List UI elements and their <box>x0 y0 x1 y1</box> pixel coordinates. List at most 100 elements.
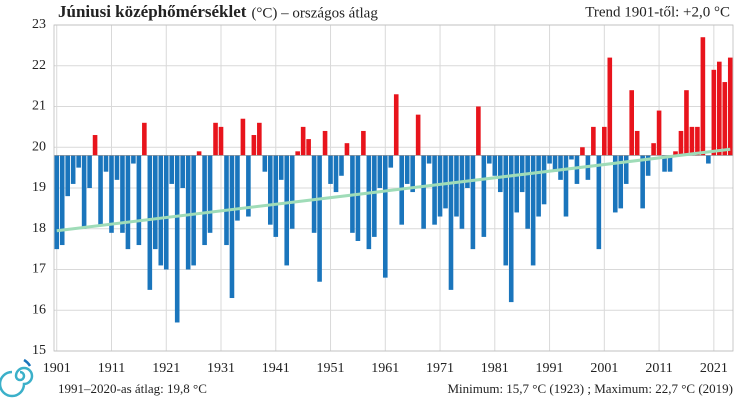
bar <box>645 155 651 176</box>
bar <box>125 155 131 250</box>
x-tick-label: 2011 <box>645 361 672 376</box>
plot-frame <box>53 24 734 352</box>
bar <box>476 106 481 156</box>
bar <box>607 57 613 156</box>
bar <box>251 135 257 156</box>
bar <box>547 155 552 164</box>
bar <box>372 155 377 237</box>
bar <box>404 155 410 184</box>
bar <box>300 126 306 156</box>
y-tick-label: 17 <box>32 262 46 277</box>
bar <box>481 155 487 237</box>
bar <box>202 155 207 246</box>
bar <box>278 155 284 180</box>
bar <box>382 155 388 278</box>
bar <box>706 155 711 164</box>
y-tick-label: 16 <box>32 302 46 317</box>
bar <box>388 155 394 168</box>
x-tick-label: 1931 <box>207 361 235 376</box>
bar <box>722 82 728 156</box>
bar <box>147 155 153 290</box>
bar <box>552 155 558 172</box>
x-tick-label: 2021 <box>700 361 728 376</box>
bar <box>541 155 547 205</box>
bar <box>470 155 476 250</box>
bar <box>432 155 437 225</box>
bar <box>525 155 530 229</box>
bar <box>355 155 361 241</box>
bar <box>109 155 114 233</box>
bar <box>163 155 169 270</box>
bar <box>262 155 268 172</box>
bar <box>136 155 142 246</box>
bar <box>333 155 339 193</box>
footer-extremes: Minimum: 15,7 °C (1923) ; Maximum: 22,7 … <box>447 381 733 396</box>
bar <box>415 114 421 156</box>
x-tick-label: 1911 <box>98 361 125 376</box>
trend-line <box>56 147 731 233</box>
bar <box>311 155 317 233</box>
bar <box>207 155 213 233</box>
bar <box>563 155 569 217</box>
x-tick-label: 1991 <box>536 361 564 376</box>
bar <box>426 155 432 164</box>
x-tick-label: 1981 <box>481 361 509 376</box>
bar <box>322 130 328 156</box>
bar <box>574 155 580 184</box>
bar <box>377 155 383 188</box>
y-tick-label: 15 <box>32 343 46 358</box>
bar <box>596 155 602 250</box>
bar <box>361 130 366 156</box>
bar <box>437 155 443 217</box>
bar <box>459 155 465 229</box>
bar <box>634 130 640 156</box>
bar <box>612 155 618 213</box>
bar <box>240 118 246 156</box>
bar <box>656 110 662 156</box>
y-tick-label: 19 <box>32 180 46 195</box>
bar <box>448 155 454 290</box>
bar <box>492 155 498 176</box>
bar <box>196 151 202 156</box>
bar <box>98 155 103 225</box>
chart-subtitle: (°C) – országos átlag <box>251 5 378 21</box>
bar <box>114 155 120 180</box>
bar <box>120 155 125 233</box>
bar <box>410 155 415 193</box>
bar <box>306 139 311 156</box>
bar <box>678 130 684 156</box>
bar <box>684 90 689 156</box>
bar <box>180 155 185 188</box>
bar <box>158 155 164 266</box>
bar <box>667 155 673 172</box>
bar <box>503 155 509 266</box>
x-tick-label: 1961 <box>371 361 399 376</box>
bar <box>508 155 514 303</box>
bar <box>267 155 273 225</box>
bar <box>169 155 175 184</box>
bar <box>70 155 76 184</box>
logo <box>0 358 34 398</box>
bar <box>673 151 678 156</box>
bar <box>229 155 235 299</box>
bar <box>421 155 426 229</box>
bar <box>497 155 503 193</box>
bar <box>185 155 191 270</box>
bar <box>257 122 262 156</box>
bar <box>246 155 251 217</box>
bar <box>640 155 645 209</box>
bar <box>65 155 70 197</box>
bar <box>591 126 596 156</box>
bar <box>700 37 706 156</box>
bar <box>487 155 492 164</box>
bar <box>59 155 65 246</box>
bar <box>580 147 585 156</box>
bar <box>623 155 629 184</box>
bar <box>131 155 136 164</box>
bar <box>213 122 218 156</box>
bar <box>558 155 563 180</box>
bar <box>224 155 229 246</box>
bar <box>695 126 700 156</box>
bar <box>618 155 624 209</box>
